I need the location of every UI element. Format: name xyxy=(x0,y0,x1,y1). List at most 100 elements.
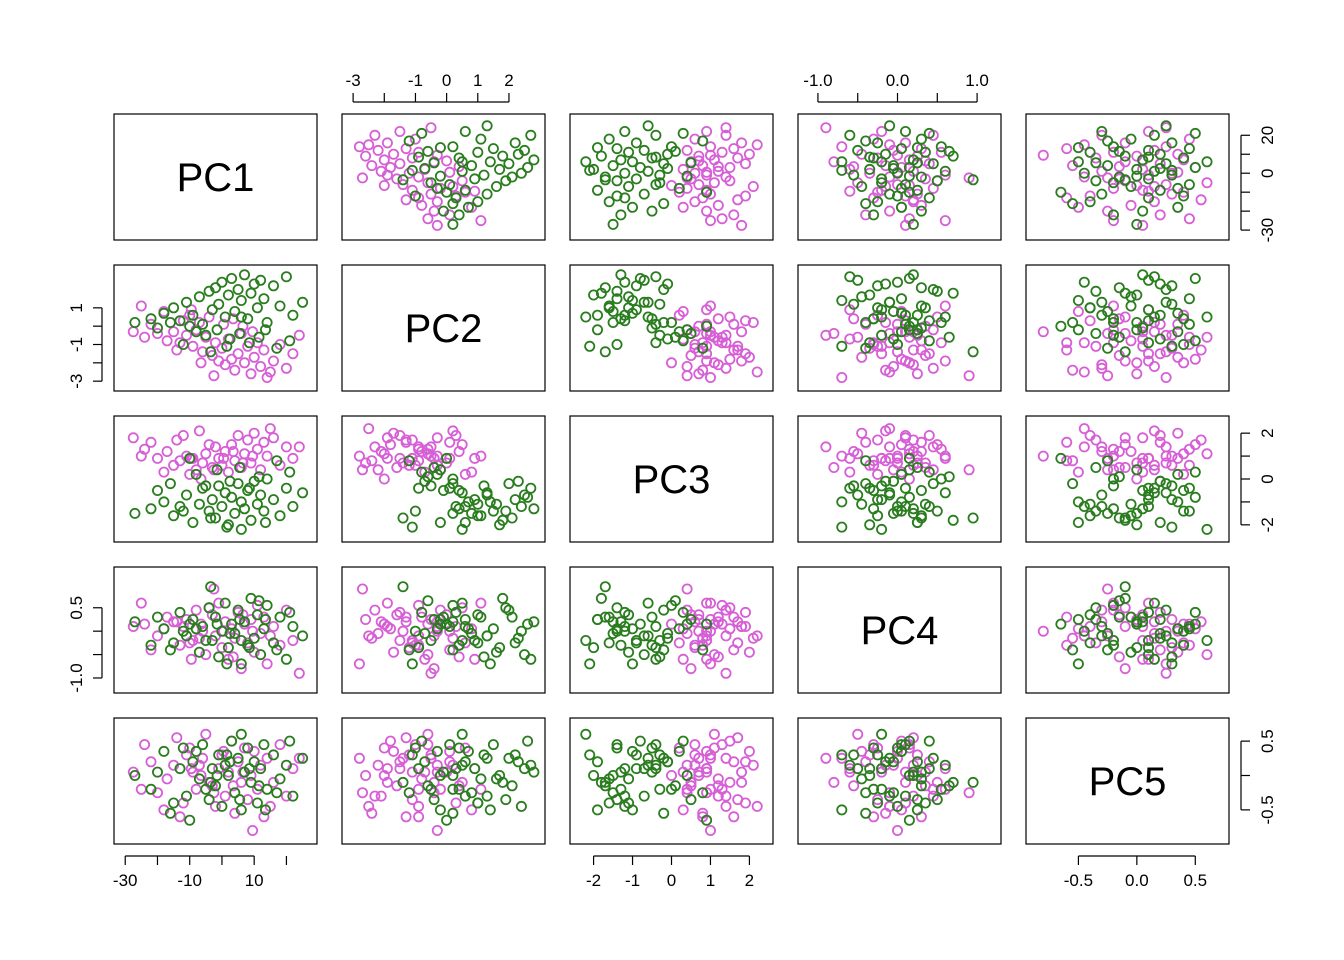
point-s0-10-pc3-pc5 xyxy=(708,728,720,740)
y-tick-label-right-pc5-1: -0.5 xyxy=(1258,795,1277,824)
point-s1-20-pc2-pc5 xyxy=(528,766,540,778)
point-s0-3-pc1-pc2 xyxy=(161,335,173,347)
point-s1-5-pc1-pc3 xyxy=(180,489,192,501)
point-s1-30-pc3-pc4 xyxy=(650,653,662,665)
point-s1-32-pc5-pc3 xyxy=(1160,487,1172,499)
point-s1-24-pc1-pc4 xyxy=(251,609,263,621)
point-s0-21-pc2-pc3 xyxy=(378,448,390,460)
point-s0-33-pc4-pc1 xyxy=(860,209,872,221)
point-s0-43-pc1-pc4 xyxy=(171,616,183,628)
point-s0-45-pc5-pc3 xyxy=(1131,473,1143,485)
point-s0-37-pc5-pc3 xyxy=(1172,452,1184,464)
point-s0-48-pc5-pc4 xyxy=(1143,653,1155,665)
point-s1-26-pc5-pc4 xyxy=(1183,623,1195,635)
point-s0-34-pc5-pc1 xyxy=(1084,190,1096,202)
point-s1-20-pc4-pc2 xyxy=(907,269,919,281)
point-s1-23-pc5-pc4 xyxy=(1154,632,1166,644)
point-s0-44-pc3-pc1 xyxy=(751,139,763,151)
x-tick-label-bottom-pc5-1: 0.0 xyxy=(1125,871,1149,890)
point-s0-22-pc1-pc3 xyxy=(242,434,254,446)
point-s1-10-pc5-pc3 xyxy=(1143,494,1155,506)
point-s1-1-pc1-pc4 xyxy=(145,639,157,651)
point-s0-28-pc2-pc4 xyxy=(353,658,365,670)
point-s0-48-pc1-pc5 xyxy=(185,763,197,775)
point-s0-13-pc1-pc4 xyxy=(213,597,225,609)
point-s0-43-pc2-pc4 xyxy=(400,616,412,628)
point-s0-17-pc2-pc5 xyxy=(384,735,396,747)
point-s0-28-pc2-pc1 xyxy=(353,141,365,153)
point-s0-24-pc2-pc5 xyxy=(388,745,400,757)
point-s1-49-pc3-pc5 xyxy=(592,804,604,816)
point-s1-1-pc1-pc3 xyxy=(145,503,157,515)
point-s1-37-pc2-pc3 xyxy=(434,464,446,476)
point-s1-38-pc4-pc3 xyxy=(888,475,900,487)
point-s0-36-pc2-pc5 xyxy=(456,776,468,788)
point-s1-7-pc1-pc4 xyxy=(193,646,205,658)
point-s0-18-pc2-pc3 xyxy=(366,455,378,467)
point-s1-7-pc2-pc3 xyxy=(490,498,502,510)
point-s1-44-pc3-pc4 xyxy=(677,606,689,618)
point-s0-23-pc3-pc4 xyxy=(693,614,705,626)
point-s0-26-pc3-pc5 xyxy=(681,759,693,771)
point-s1-42-pc1-pc5 xyxy=(177,742,189,754)
point-s1-40-pc5-pc2 xyxy=(1143,337,1155,349)
point-s1-42-pc2-pc3 xyxy=(409,505,421,517)
point-s1-38-pc5-pc3 xyxy=(1154,475,1166,487)
point-s1-27-pc2-pc3 xyxy=(447,473,459,485)
point-s1-29-pc5-pc3 xyxy=(1125,510,1137,522)
point-s0-33-pc1-pc5 xyxy=(145,756,157,768)
point-s0-26-pc3-pc1 xyxy=(681,144,693,156)
point-s0-35-pc3-pc2 xyxy=(747,316,759,328)
point-s1-37-pc4-pc1 xyxy=(903,170,915,182)
point-s1-39-pc3-pc1 xyxy=(685,157,697,169)
point-s1-11-pc4-pc1 xyxy=(915,171,927,183)
point-s1-23-pc3-pc2 xyxy=(662,278,674,290)
point-s1-17-pc2-pc5 xyxy=(466,787,478,799)
point-s0-21-pc1-pc5 xyxy=(238,742,250,754)
point-s1-3-pc2-pc3 xyxy=(472,510,484,522)
point-s1-8-pc1-pc4 xyxy=(197,621,209,633)
point-s1-12-pc5-pc2 xyxy=(1166,298,1178,310)
point-s1-24-pc2-pc1 xyxy=(472,146,484,158)
point-s1-43-pc1-pc5 xyxy=(271,787,283,799)
point-s0-39-pc3-pc1 xyxy=(693,155,705,167)
point-s1-44-pc4-pc3 xyxy=(923,466,935,478)
point-s1-32-pc1-pc2 xyxy=(297,296,309,308)
y-tick-label-right-pc3-0: 2 xyxy=(1258,428,1277,437)
point-s0-17-pc3-pc4 xyxy=(724,623,736,635)
point-s1-16-pc5-pc1 xyxy=(1189,161,1201,173)
point-s1-30-pc2-pc4 xyxy=(525,653,537,665)
point-s1-41-pc5-pc1 xyxy=(1113,145,1125,157)
point-s0-47-pc4-pc3 xyxy=(963,464,975,476)
point-s0-28-pc1-pc5 xyxy=(261,752,273,764)
point-s1-29-pc3-pc2 xyxy=(603,300,615,312)
point-s0-13-pc3-pc2 xyxy=(701,355,713,367)
panel-pc3-pc5 xyxy=(1025,415,1230,543)
point-s0-49-pc4-pc3 xyxy=(892,450,904,462)
point-s0-20-pc2-pc5 xyxy=(428,776,440,788)
point-s0-9-pc5-pc3 xyxy=(1160,457,1172,469)
x-tick-label-bottom-pc1-2: 10 xyxy=(245,871,264,890)
point-s1-48-pc3-pc5 xyxy=(580,728,592,740)
point-s1-29-pc5-pc4 xyxy=(1125,611,1137,623)
point-s1-18-pc2-pc4 xyxy=(503,604,515,616)
point-s0-46-pc2-pc1 xyxy=(425,122,437,134)
point-s1-8-pc5-pc3 xyxy=(1183,482,1195,494)
point-s1-19-pc2-pc1 xyxy=(484,156,496,168)
point-s1-34-pc2-pc1 xyxy=(447,198,459,210)
point-s0-32-pc1-pc3 xyxy=(287,452,299,464)
point-s1-32-pc5-pc1 xyxy=(1160,120,1172,132)
point-s0-48-pc1-pc2 xyxy=(185,304,197,316)
point-s1-36-pc4-pc1 xyxy=(876,177,888,189)
point-s1-15-pc1-pc5 xyxy=(222,770,234,782)
point-s1-39-pc5-pc1 xyxy=(1090,157,1102,169)
point-s1-12-pc1-pc4 xyxy=(213,651,225,663)
point-s0-24-pc3-pc1 xyxy=(743,148,755,160)
point-s0-32-pc5-pc2 xyxy=(1143,348,1155,360)
point-s0-23-pc5-pc3 xyxy=(1131,457,1143,469)
point-s1-26-pc3-pc2 xyxy=(611,293,623,305)
point-s0-2-pc1-pc4 xyxy=(151,630,163,642)
point-s1-15-pc2-pc1 xyxy=(494,163,506,175)
point-s1-49-pc4-pc5 xyxy=(911,804,923,816)
point-s0-20-pc1-pc4 xyxy=(235,663,247,675)
